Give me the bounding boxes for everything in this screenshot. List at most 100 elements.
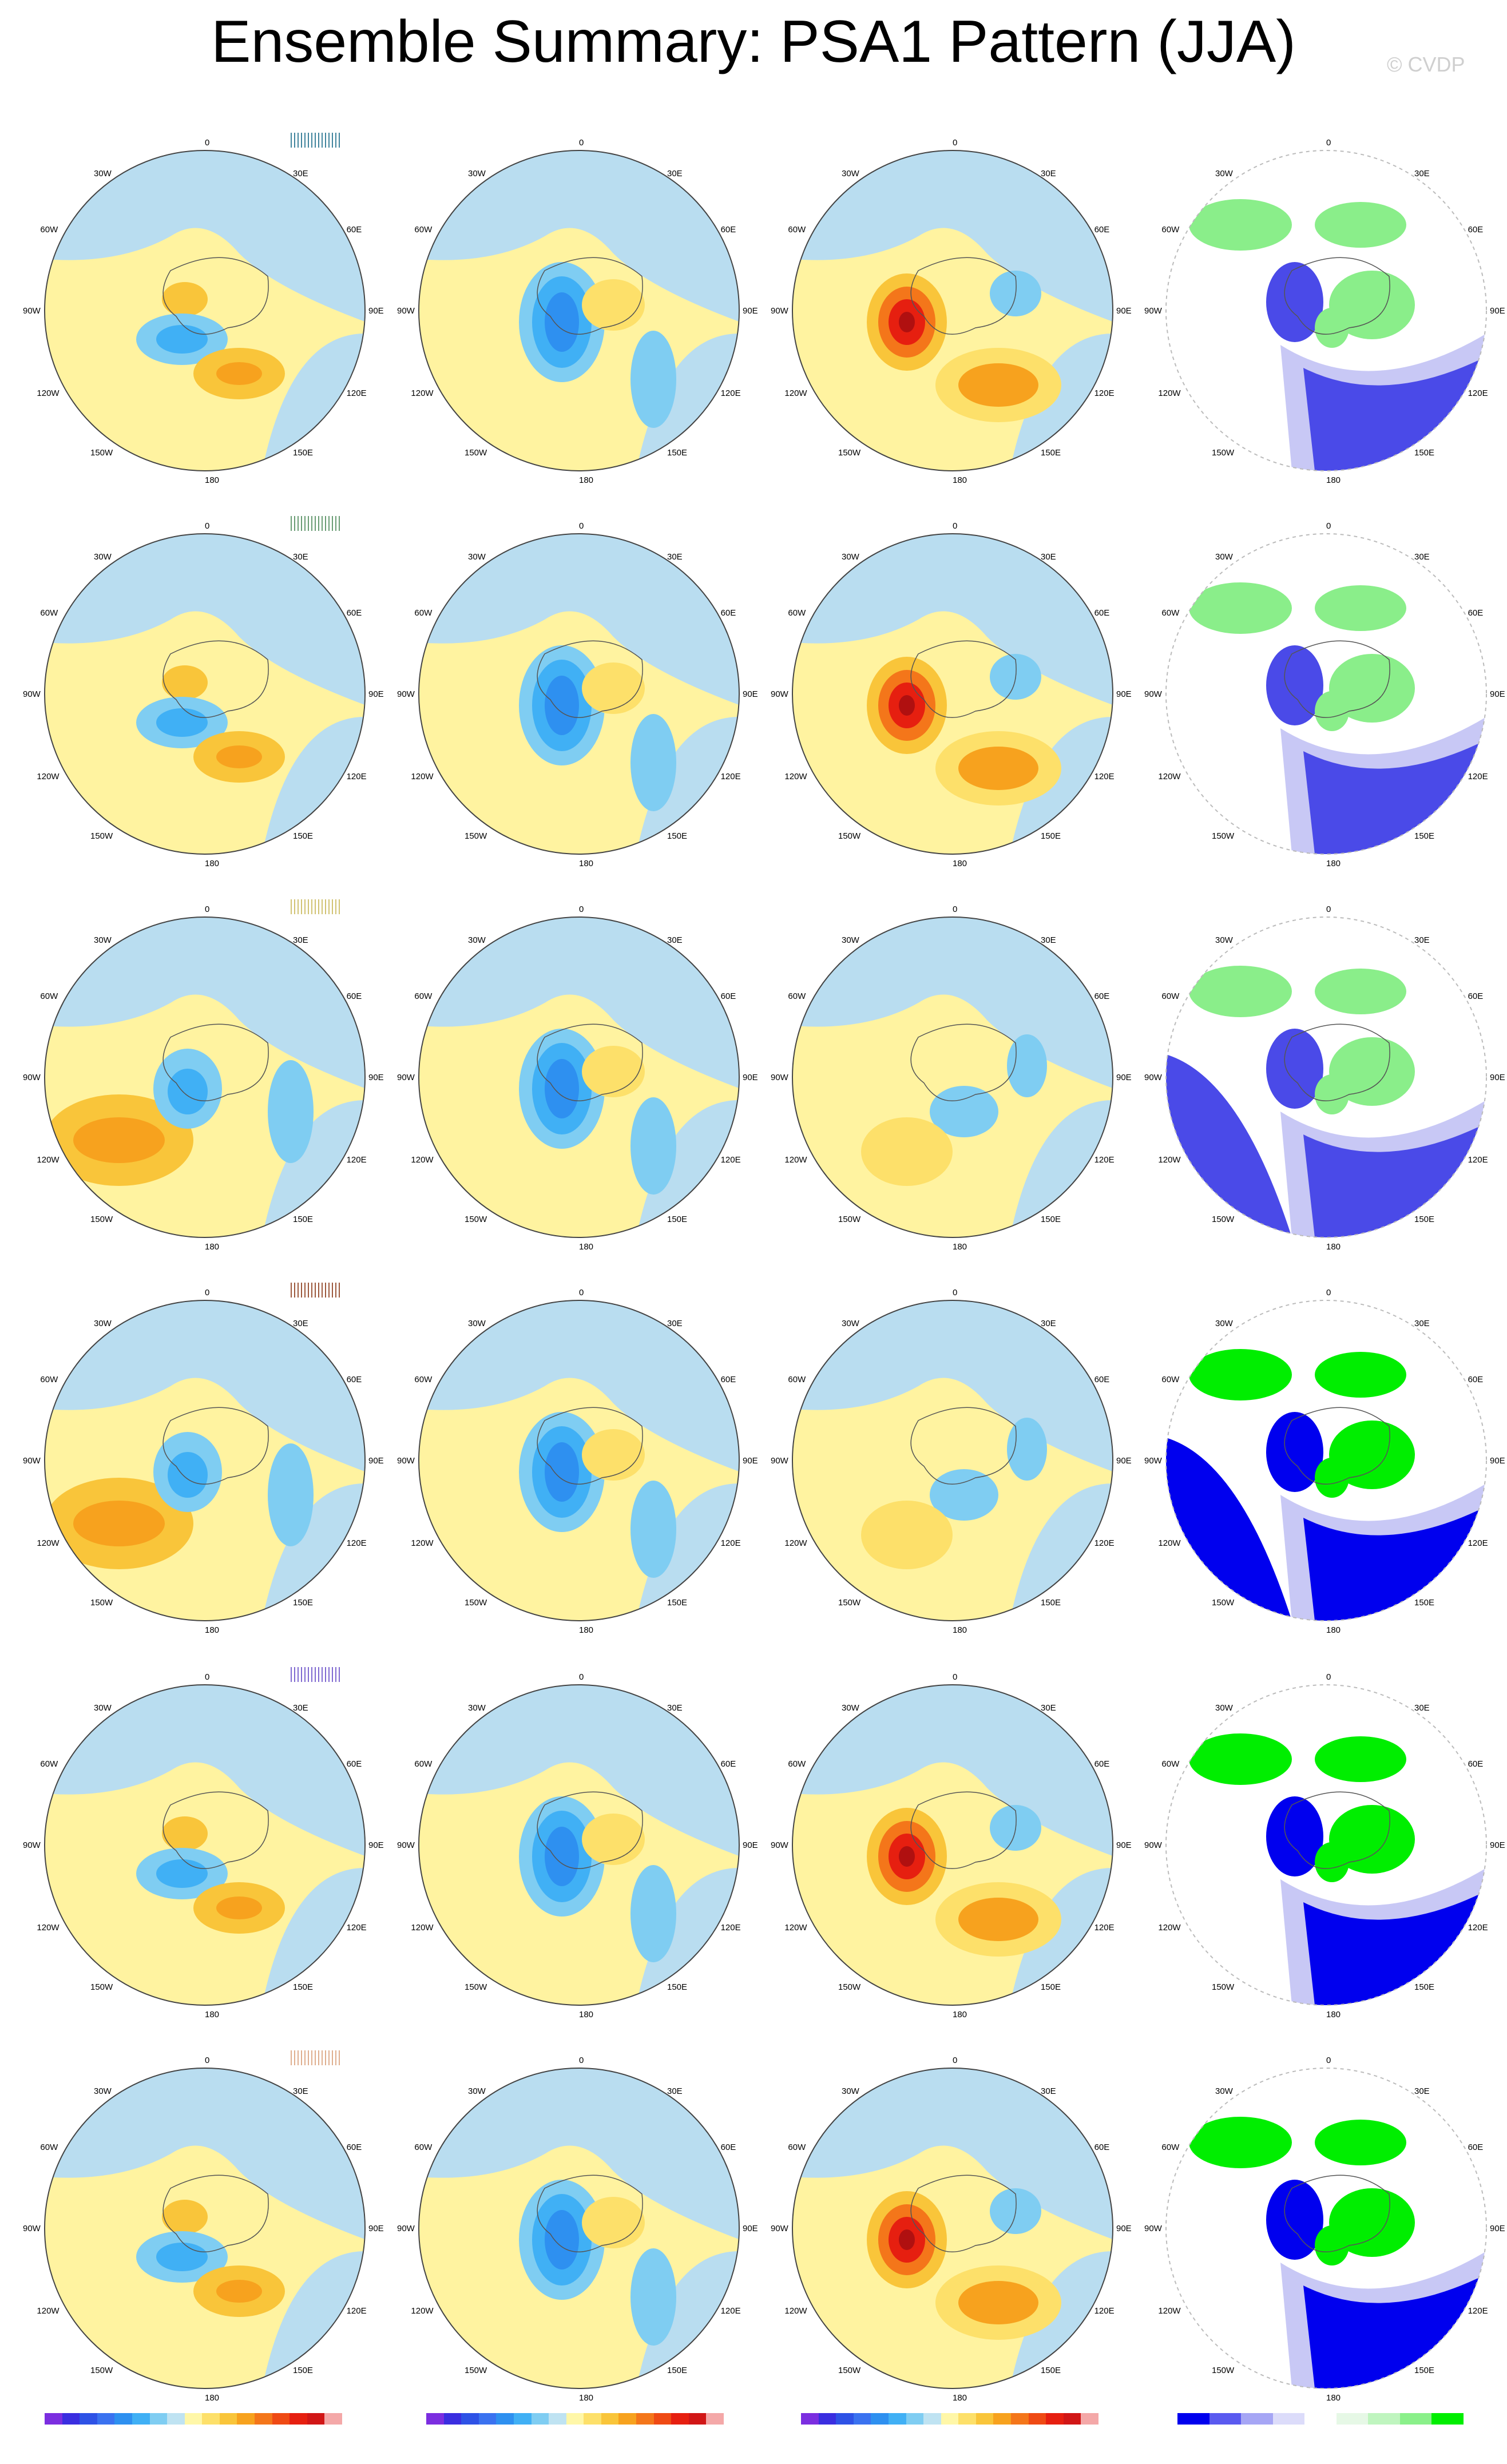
colorbar-rank-swatch xyxy=(1431,2413,1464,2425)
rank-map-lon-label: 60E xyxy=(1468,225,1484,235)
rank-map-lon-label: 120E xyxy=(1468,1538,1488,1548)
colorbar-hpa-3-swatch xyxy=(906,2413,924,2425)
model-map-lon-label: 90E xyxy=(368,306,384,316)
difference-map-lon-label: 120W xyxy=(784,388,807,398)
difference-map-lon-label: 60W xyxy=(788,1375,806,1384)
model-map-lon-label: 30W xyxy=(94,2086,112,2096)
colorbar-hpa-3-swatch xyxy=(1028,2413,1046,2425)
era5-map-lon-label: 60E xyxy=(720,2142,736,2152)
rank-map-lon-label: 90E xyxy=(1490,2224,1505,2233)
colorbar-hpa-3-swatch xyxy=(993,2413,1012,2425)
difference-map-lon-label: 60E xyxy=(1094,608,1110,618)
difference-map-lon-label: 150W xyxy=(838,831,861,841)
era5-map-lon-label: 0 xyxy=(579,2056,584,2065)
model-map-lon-label: 30E xyxy=(293,1703,308,1713)
rank-map-lon-label: 150E xyxy=(1414,2366,1435,2375)
difference-map-lon-label: 120W xyxy=(784,1538,807,1548)
colorbar-hpa-1-swatch xyxy=(237,2413,255,2425)
member-spread-ticks xyxy=(291,133,342,148)
colorbar-hpa-3-swatch xyxy=(1081,2413,1099,2425)
difference-map-lon-label: 90W xyxy=(771,1456,788,1466)
model-map-lon-label: 120W xyxy=(37,772,60,781)
difference-map-lon-label: 30E xyxy=(1041,169,1056,178)
difference-map-lon-label: 0 xyxy=(953,2056,958,2065)
difference-map xyxy=(792,533,1113,855)
difference-map-lon-label: 150W xyxy=(838,1215,861,1224)
era5-map-lon-label: 30E xyxy=(667,169,683,178)
era5-map-lon-label: 30E xyxy=(667,2086,683,2096)
colorbar-hpa-2-swatch xyxy=(496,2413,514,2425)
colorbar-hpa-3-swatch xyxy=(958,2413,977,2425)
colorbar-hpa-3-swatch xyxy=(836,2413,854,2425)
model-map xyxy=(44,916,366,1238)
era5-map-lon-label: 60W xyxy=(414,608,433,618)
model-map-lon-label: 30W xyxy=(94,935,112,945)
colorbar-hpa-3-swatch xyxy=(888,2413,907,2425)
model-map-lon-label: 60W xyxy=(40,608,58,618)
era5-map-lon-label: 30E xyxy=(667,935,683,945)
rank-map-lon-label: 120E xyxy=(1468,1155,1488,1165)
rank-map-lon-label: 30E xyxy=(1414,2086,1430,2096)
rank-map-lon-label: 150E xyxy=(1414,448,1435,458)
rank-map-lon-label: 150W xyxy=(1212,1215,1235,1224)
model-map-lon-label: 90W xyxy=(23,689,41,699)
colorbar-hpa-2-swatch xyxy=(549,2413,567,2425)
member-spread-ticks xyxy=(291,899,342,914)
colorbar-hpa-3-swatch xyxy=(801,2413,819,2425)
rank-map-lon-label: 60W xyxy=(1161,991,1180,1001)
member-spread-ticks xyxy=(291,516,342,531)
era5-map-lon-label: 180 xyxy=(579,859,594,868)
difference-map-lon-label: 180 xyxy=(953,859,967,868)
model-map-lon-label: 90W xyxy=(23,306,41,316)
era5-map-lon-label: 150E xyxy=(667,1982,688,1992)
rank-map-lon-label: 180 xyxy=(1326,1625,1341,1635)
era5-map-lon-label: 150W xyxy=(465,831,487,841)
rank-map-lon-label: 60W xyxy=(1161,2142,1180,2152)
era5-map-lon-label: 90E xyxy=(743,1073,758,1082)
era5-map-lon-label: 180 xyxy=(579,2393,594,2403)
rank-map-lon-label: 120W xyxy=(1158,1155,1181,1165)
member-spread-ticks xyxy=(291,1667,342,1682)
era5-map-lon-label: 120E xyxy=(720,388,741,398)
colorbar-hpa-3-swatch xyxy=(1046,2413,1064,2425)
model-map-lon-label: 60W xyxy=(40,2142,58,2152)
difference-map-lon-label: 120W xyxy=(784,1923,807,1933)
era5-map-lon-label: 150W xyxy=(465,1982,487,1992)
model-map-lon-label: 120W xyxy=(37,388,60,398)
rank-map-lon-label: 30W xyxy=(1215,169,1233,178)
model-map-lon-label: 30W xyxy=(94,1703,112,1713)
rank-map-lon-label: 150E xyxy=(1414,1982,1435,1992)
era5-map-lon-label: 30W xyxy=(468,2086,486,2096)
difference-map-lon-label: 30W xyxy=(842,552,859,562)
rank-map-lon-label: 180 xyxy=(1326,1242,1341,1252)
colorbar-hpa-2-swatch xyxy=(671,2413,689,2425)
era5-map-lon-label: 90W xyxy=(397,1840,415,1850)
rank-map-lon-label: 120E xyxy=(1468,1923,1488,1933)
era5-map-lon-label: 180 xyxy=(579,2010,594,2019)
era5-map-lon-label: 60W xyxy=(414,225,433,235)
difference-map-lon-label: 60E xyxy=(1094,2142,1110,2152)
difference-map-lon-label: 90W xyxy=(771,2224,788,2233)
era5-map-lon-label: 30W xyxy=(468,169,486,178)
colorbar-hpa-1-swatch xyxy=(272,2413,290,2425)
rank-map-lon-label: 0 xyxy=(1326,1672,1331,1682)
colorbar-hpa-2-swatch xyxy=(618,2413,637,2425)
rank-map-lon-label: 120W xyxy=(1158,2306,1181,2316)
rank-map-lon-label: 150W xyxy=(1212,2366,1235,2375)
model-map-lon-label: 120E xyxy=(346,1538,367,1548)
difference-map-lon-label: 90E xyxy=(1116,1073,1132,1082)
era5-map-lon-label: 120E xyxy=(720,1923,741,1933)
model-map-lon-label: 150E xyxy=(293,1598,314,1608)
difference-map-lon-label: 180 xyxy=(953,1625,967,1635)
difference-map-lon-label: 30W xyxy=(842,169,859,178)
difference-map-lon-label: 120W xyxy=(784,1155,807,1165)
rank-map-lon-label: 60E xyxy=(1468,2142,1484,2152)
rank-map-lon-label: 0 xyxy=(1326,1288,1331,1298)
colorbar-hpa-2-swatch xyxy=(478,2413,497,2425)
rank-map-lon-label: 30W xyxy=(1215,552,1233,562)
model-map-lon-label: 120E xyxy=(346,1155,367,1165)
difference-map-lon-label: 0 xyxy=(953,904,958,914)
era5-map-lon-label: 150E xyxy=(667,448,688,458)
difference-map-lon-label: 60E xyxy=(1094,1375,1110,1384)
difference-map-lon-label: 150W xyxy=(838,448,861,458)
